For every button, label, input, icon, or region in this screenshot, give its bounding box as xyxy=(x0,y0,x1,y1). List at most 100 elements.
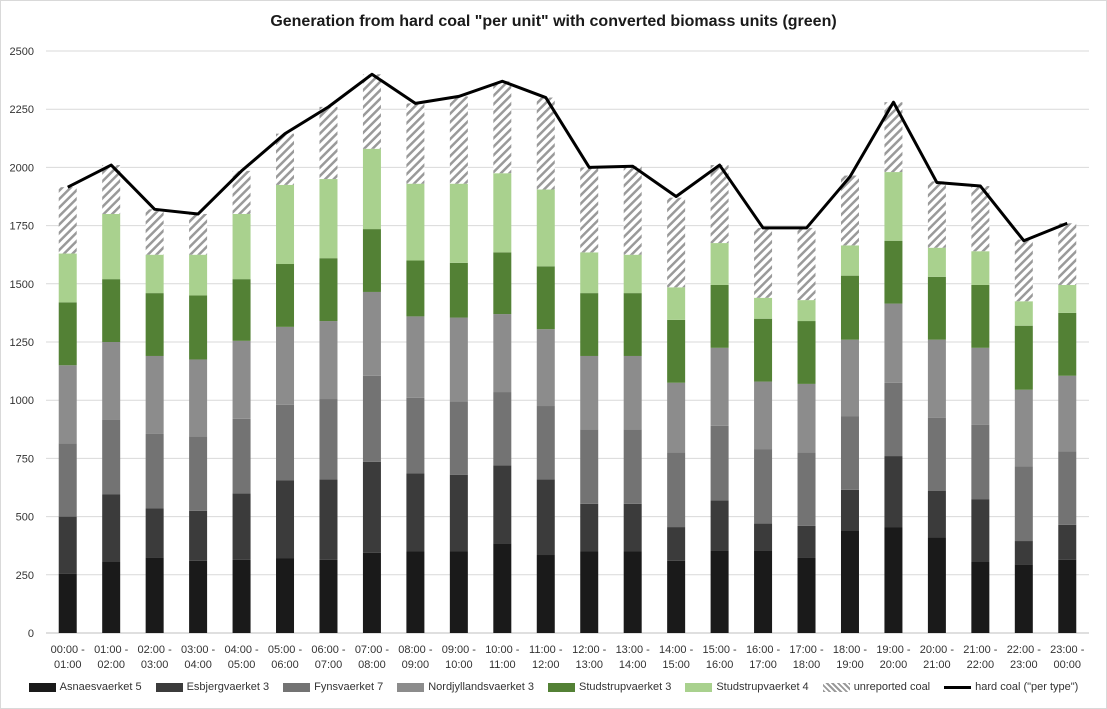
bar-segment-5 xyxy=(1058,312,1077,376)
bar-segment-7 xyxy=(102,165,121,214)
bar-segment-1 xyxy=(710,550,729,633)
bar-segment-4 xyxy=(102,342,121,420)
bar-segment-2 xyxy=(493,465,512,544)
bar-segment-2 xyxy=(667,527,686,561)
bar-segment-1 xyxy=(623,551,642,633)
bar-segment-6 xyxy=(884,172,903,241)
x-tick-label: 15:00 - xyxy=(702,644,737,656)
bar-segment-4 xyxy=(710,347,729,426)
x-tick-label: 12:00 xyxy=(532,659,560,671)
bar-segment-5 xyxy=(189,295,208,360)
y-tick-label: 1250 xyxy=(10,337,34,349)
bar-segment-5 xyxy=(623,293,642,356)
legend-swatch xyxy=(155,682,183,692)
bar-segment-4 xyxy=(362,291,381,376)
x-tick-label: 21:00 xyxy=(923,659,951,671)
bar-segment-2 xyxy=(580,503,599,552)
bar-segment-5 xyxy=(276,264,295,327)
bar-segment-5 xyxy=(145,293,164,356)
x-tick-label: 09:00 - xyxy=(442,644,477,656)
bar-segment-5 xyxy=(102,279,121,342)
bar-segment-6 xyxy=(276,184,295,265)
bar-segment-1 xyxy=(536,555,555,633)
bar-segment-1 xyxy=(1014,564,1033,633)
bar-segment-2 xyxy=(276,480,295,559)
x-tick-label: 02:00 - xyxy=(138,644,173,656)
x-tick-label: 10:00 - xyxy=(485,644,520,656)
x-tick-label: 19:00 - xyxy=(876,644,911,656)
bar-segment-4 xyxy=(797,383,816,453)
bar-segment-3 xyxy=(536,406,555,480)
bar-segment-3 xyxy=(362,375,381,462)
hard-coal-line xyxy=(67,72,1068,243)
bar-segment-3 xyxy=(710,425,729,501)
legend-label: Fynsvaerket 7 xyxy=(314,681,384,693)
bar-segment-4 xyxy=(927,339,946,418)
bar-segment-3 xyxy=(754,449,773,524)
bar-segment-7 xyxy=(927,181,946,248)
bar-segment-3 xyxy=(580,429,599,504)
x-tick-label: 18:00 xyxy=(793,659,821,671)
bar-segment-1 xyxy=(1058,559,1077,633)
x-tick-label: 14:00 xyxy=(619,659,647,671)
x-tick-label: 20:00 xyxy=(880,659,908,671)
bar-segment-1 xyxy=(189,560,208,633)
legend-label: hard coal ("per type") xyxy=(975,681,1079,693)
bar-segment-4 xyxy=(145,355,164,434)
x-tick-label: 20:00 - xyxy=(920,644,955,656)
legend-swatch xyxy=(283,682,311,692)
bar-segment-4 xyxy=(319,321,338,400)
bar-segment-6 xyxy=(1014,301,1033,326)
bar-segment-1 xyxy=(971,561,990,633)
bar-segment-6 xyxy=(840,245,859,276)
x-tick-label: 14:00 - xyxy=(659,644,694,656)
bar-segment-7 xyxy=(1058,223,1077,285)
x-tick-label: 19:00 xyxy=(836,659,864,671)
legend-item: Esbjergvaerket 3 xyxy=(155,681,269,693)
bar-segment-6 xyxy=(406,183,425,261)
x-tick-label: 08:00 xyxy=(358,659,386,671)
y-tick-label: 1000 xyxy=(10,395,34,407)
bar-segment-5 xyxy=(406,260,425,317)
bar-segment-4 xyxy=(493,314,512,393)
legend-line-swatch xyxy=(944,685,972,689)
bar-segment-6 xyxy=(362,148,381,230)
bar-segment-3 xyxy=(276,404,295,481)
bar-segment-4 xyxy=(580,355,599,430)
bar-segment-7 xyxy=(493,81,512,174)
bar-segment-2 xyxy=(797,525,816,558)
legend-item: Studstrupvaerket 3 xyxy=(548,681,671,693)
x-tick-label: 03:00 xyxy=(141,659,169,671)
bar-segment-6 xyxy=(145,254,164,294)
bar-segment-1 xyxy=(754,550,773,633)
bar-segment-3 xyxy=(927,417,946,491)
bar-segment-1 xyxy=(449,551,468,633)
bar-segment-1 xyxy=(797,557,816,633)
bar-segment-5 xyxy=(319,258,338,322)
bar-segment-5 xyxy=(927,276,946,340)
bar-segment-6 xyxy=(102,213,121,280)
x-tick-label: 00:00 - xyxy=(51,644,86,656)
bar-segment-7 xyxy=(884,102,903,173)
x-tick-label: 16:00 - xyxy=(746,644,781,656)
x-tick-label: 12:00 - xyxy=(572,644,607,656)
y-tick-label: 2250 xyxy=(10,104,34,116)
bar-segment-4 xyxy=(189,359,208,437)
bar-segment-2 xyxy=(710,500,729,551)
bar-segment-7 xyxy=(840,175,859,246)
bar-segment-2 xyxy=(884,456,903,528)
bar-segment-4 xyxy=(971,347,990,425)
x-tick-label: 11:00 xyxy=(489,659,516,671)
y-tick-label: 1500 xyxy=(10,279,34,291)
bar-segment-3 xyxy=(667,452,686,528)
bar-segment-2 xyxy=(536,479,555,556)
bar-segment-1 xyxy=(840,530,859,633)
bar-segment-6 xyxy=(667,287,686,320)
bar-segment-4 xyxy=(884,303,903,383)
line-series xyxy=(67,72,1068,243)
bar-segment-3 xyxy=(406,397,425,474)
x-tick-label: 04:00 xyxy=(184,659,212,671)
bar-segment-6 xyxy=(754,297,773,319)
legend-item: Fynsvaerket 7 xyxy=(283,681,383,693)
bar-segment-2 xyxy=(58,516,77,574)
